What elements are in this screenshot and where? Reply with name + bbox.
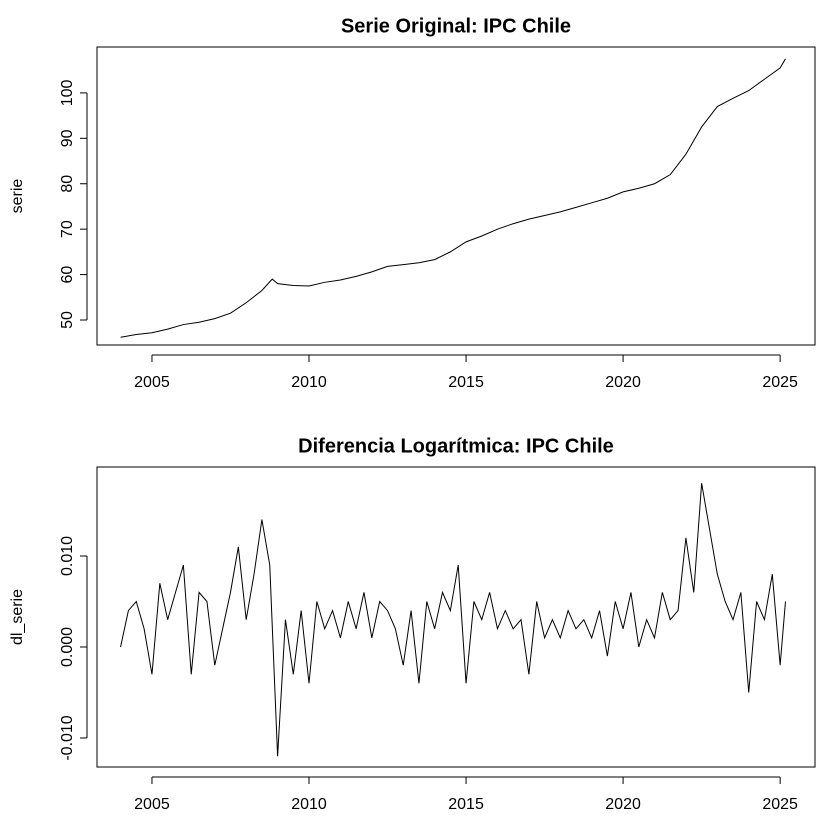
chart-title: Serie Original: IPC Chile	[341, 15, 571, 37]
data-line	[120, 58, 786, 338]
x-tick-label: 2025	[762, 374, 798, 391]
y-tick-label: 100	[59, 79, 76, 106]
chart-title: Diferencia Logarítmica: IPC Chile	[298, 435, 614, 457]
x-tick-label: 2020	[605, 796, 641, 813]
plot-frame	[96, 46, 816, 346]
y-tick-label: -0.010	[59, 715, 76, 760]
x-tick-label: 2015	[448, 374, 484, 391]
y-tick-label: 60	[59, 266, 76, 284]
x-tick-label: 2015	[448, 796, 484, 813]
x-tick-label: 2010	[291, 796, 327, 813]
y-tick-label: 70	[59, 220, 76, 238]
y-tick-label: 90	[59, 129, 76, 147]
y-tick-label: 50	[59, 311, 76, 329]
x-tick-label: 2025	[762, 796, 798, 813]
y-tick-label: 0.000	[59, 627, 76, 667]
y-tick-label: 0.010	[59, 536, 76, 576]
data-line	[120, 483, 786, 757]
plot-frame	[96, 466, 816, 768]
x-tick-label: 2010	[291, 374, 327, 391]
y-tick-label: 80	[59, 175, 76, 193]
x-tick-label: 2020	[605, 374, 641, 391]
x-tick-label: 2005	[134, 374, 170, 391]
y-axis-label: serie	[9, 179, 26, 214]
x-tick-label: 2005	[134, 796, 170, 813]
y-axis-label: dl_serie	[9, 589, 26, 645]
